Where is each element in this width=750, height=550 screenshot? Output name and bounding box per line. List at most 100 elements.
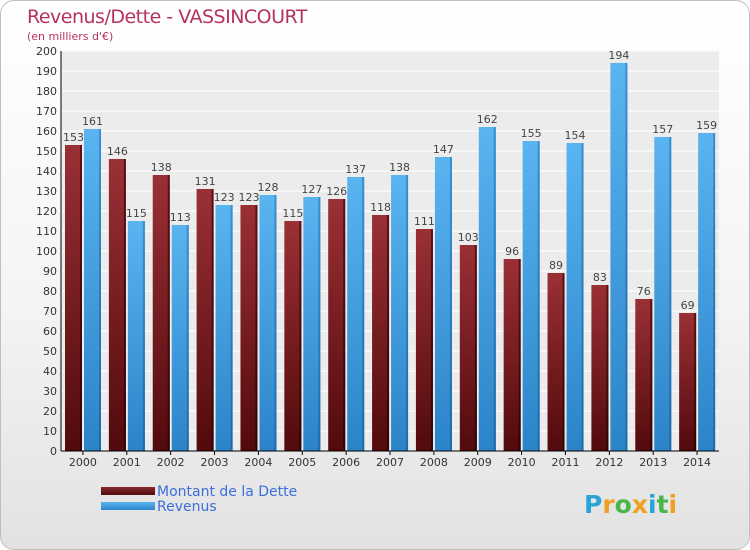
bar-edge-revenus <box>142 221 145 451</box>
data-label-revenus: 155 <box>521 127 542 140</box>
legend-label-dette: Montant de la Dette <box>157 484 298 500</box>
x-tick-label: 2007 <box>376 456 404 469</box>
data-label-dette: 138 <box>151 161 172 174</box>
y-tick-label: 130 <box>36 185 57 198</box>
x-tick-label: 2004 <box>244 456 272 469</box>
bar-edge-dette <box>474 245 477 451</box>
logo-letter: o <box>614 490 632 519</box>
bar-revenus <box>391 175 409 451</box>
data-label-revenus: 138 <box>389 161 410 174</box>
bar-dette <box>459 245 477 451</box>
y-tick-label: 80 <box>43 285 57 298</box>
bar-edge-revenus <box>406 175 409 451</box>
y-tick-label: 100 <box>36 245 57 258</box>
bar-edge-dette <box>343 199 346 451</box>
bar-revenus <box>347 177 365 451</box>
bar-dette <box>196 189 214 451</box>
y-tick-label: 50 <box>43 345 57 358</box>
data-label-dette: 103 <box>458 231 479 244</box>
data-label-dette: 131 <box>195 175 216 188</box>
legend-swatch-dette <box>101 487 155 495</box>
bar-revenus <box>478 127 496 451</box>
logo-letter: x <box>631 490 648 519</box>
legend-swatch-revenus <box>101 502 155 510</box>
x-tick-label: 2005 <box>288 456 316 469</box>
bar-dette <box>240 205 258 451</box>
y-tick-label: 190 <box>36 65 57 78</box>
bar-revenus <box>215 205 233 451</box>
bar-edge-revenus <box>669 137 672 451</box>
bar-revenus <box>654 137 672 451</box>
bar-dette <box>108 159 126 451</box>
bar-dette <box>591 285 609 451</box>
bar-dette <box>679 313 697 451</box>
data-label-revenus: 162 <box>477 113 498 126</box>
bar-edge-revenus <box>318 197 321 451</box>
y-tick-label: 200 <box>36 45 57 58</box>
data-label-revenus: 137 <box>345 163 366 176</box>
bar-edge-dette <box>650 299 653 451</box>
data-label-dette: 115 <box>282 207 303 220</box>
data-label-revenus: 157 <box>652 123 673 136</box>
x-tick-label: 2006 <box>332 456 360 469</box>
bar-revenus <box>698 133 716 451</box>
bar-edge-dette <box>430 229 433 451</box>
x-tick-label: 2003 <box>201 456 229 469</box>
bar-edge-dette <box>123 159 126 451</box>
bar-revenus <box>522 141 540 451</box>
data-label-revenus: 128 <box>257 181 278 194</box>
x-tick-label: 2009 <box>464 456 492 469</box>
bar-edge-revenus <box>625 63 628 451</box>
bar-edge-revenus <box>99 129 101 451</box>
logo-letter: r <box>602 490 615 519</box>
y-tick-label: 60 <box>43 325 57 338</box>
bar-edge-dette <box>255 205 258 451</box>
bar-dette <box>415 229 433 451</box>
bar-edge-dette <box>211 189 214 451</box>
y-tick-label: 140 <box>36 165 57 178</box>
y-tick-label: 110 <box>36 225 57 238</box>
logo-letter: i <box>668 490 678 519</box>
chart-subtitle: (en milliers d'€) <box>27 30 114 43</box>
x-tick-label: 2001 <box>113 456 141 469</box>
data-label-revenus: 194 <box>608 49 629 62</box>
bar-revenus <box>303 197 321 451</box>
data-label-revenus: 159 <box>696 119 717 132</box>
data-label-dette: 146 <box>107 145 128 158</box>
data-label-dette: 118 <box>370 201 391 214</box>
bar-edge-dette <box>606 285 609 451</box>
bar-dette <box>328 199 346 451</box>
bar-dette <box>65 145 82 451</box>
data-label-dette: 69 <box>681 299 695 312</box>
y-tick-label: 40 <box>43 365 57 378</box>
data-label-dette: 96 <box>505 245 519 258</box>
x-tick-label: 2013 <box>639 456 667 469</box>
logo-letter: P <box>584 490 603 519</box>
y-tick-label: 20 <box>43 405 57 418</box>
data-label-revenus: 161 <box>82 115 103 128</box>
x-tick-label: 2010 <box>508 456 536 469</box>
chart-title: Revenus/Dette - VASSINCOURT <box>27 6 307 28</box>
data-label-revenus: 113 <box>170 211 191 224</box>
bar-edge-dette <box>694 313 697 451</box>
logo-letter: t <box>656 490 669 519</box>
y-tick-label: 160 <box>36 125 57 138</box>
bar-dette <box>152 175 170 451</box>
data-label-dette: 89 <box>549 259 563 272</box>
bar-edge-dette <box>167 175 170 451</box>
x-tick-label: 2002 <box>157 456 185 469</box>
data-label-revenus: 147 <box>433 143 454 156</box>
y-tick-label: 30 <box>43 385 57 398</box>
bar-edge-revenus <box>581 143 584 451</box>
x-tick-label: 2012 <box>595 456 623 469</box>
y-tick-label: 70 <box>43 305 57 318</box>
bar-edge-revenus <box>449 157 452 451</box>
bar-edge-revenus <box>362 177 365 451</box>
bar-revenus <box>610 63 628 451</box>
bar-edge-revenus <box>537 141 540 451</box>
bar-dette <box>284 221 302 451</box>
bar-revenus <box>566 143 584 451</box>
data-label-dette: 111 <box>414 215 435 228</box>
proxiti-logo: Proxiti <box>584 490 677 519</box>
bar-dette <box>503 259 521 451</box>
